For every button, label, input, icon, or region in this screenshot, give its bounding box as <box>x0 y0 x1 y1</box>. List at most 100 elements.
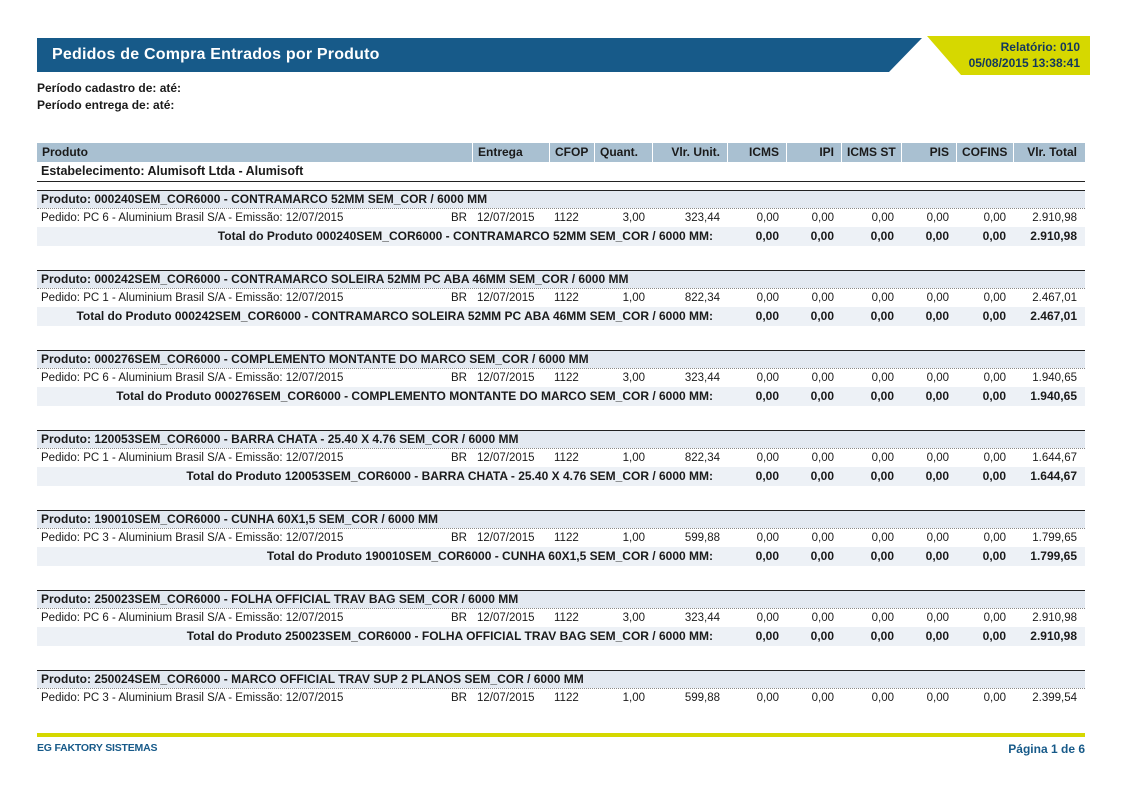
product-group-header: Produto: 000276SEM_COR6000 - COMPLEMENTO… <box>37 350 1085 368</box>
order-vlr-unit: 599,88 <box>684 692 720 704</box>
order-icms: 0,00 <box>756 372 779 384</box>
order-quant: 1,00 <box>622 532 645 544</box>
group-total-row: Total do Produto 190010SEM_COR6000 - CUN… <box>37 547 1085 566</box>
total-pis: 0,00 <box>925 469 949 483</box>
order-row: Pedido: PC 6 - Aluminium Brasil S/A - Em… <box>37 608 1085 627</box>
order-cofins: 0,00 <box>983 692 1006 704</box>
total-pis: 0,00 <box>925 389 949 403</box>
total-pis: 0,00 <box>925 629 949 643</box>
order-label: Pedido: PC 3 - Aluminium Brasil S/A - Em… <box>41 532 344 544</box>
product-group: Produto: 250023SEM_COR6000 - FOLHA OFFIC… <box>37 590 1085 646</box>
total-ipi: 0,00 <box>810 309 834 323</box>
total-cofins: 0,00 <box>982 549 1006 563</box>
order-ipi: 0,00 <box>811 452 834 464</box>
order-icms: 0,00 <box>756 532 779 544</box>
order-entrega: 12/07/2015 <box>477 452 535 464</box>
order-cofins: 0,00 <box>983 452 1006 464</box>
order-icms-st: 0,00 <box>871 452 894 464</box>
order-produto-cell: Pedido: PC 1 - Aluminium Brasil S/A - Em… <box>37 289 472 307</box>
order-icms: 0,00 <box>756 212 779 224</box>
order-icms-st: 0,00 <box>871 532 894 544</box>
order-row: Pedido: PC 1 - Aluminium Brasil S/A - Em… <box>37 288 1085 307</box>
order-row: Pedido: PC 3 - Aluminium Brasil S/A - Em… <box>37 688 1085 707</box>
order-vlr-unit: 323,44 <box>684 212 720 224</box>
group-total-label: Total do Produto 120053SEM_COR6000 - BAR… <box>186 469 713 483</box>
total-vlr-total: 2.910,98 <box>1030 629 1077 643</box>
order-produto-cell: Pedido: PC 6 - Aluminium Brasil S/A - Em… <box>37 209 472 227</box>
total-ipi: 0,00 <box>810 229 834 243</box>
order-vlr-total: 2.399,54 <box>1032 692 1077 704</box>
title-bar: Pedidos de Compra Entrados por Produto <box>37 38 922 72</box>
total-vlr-total: 2.910,98 <box>1030 229 1077 243</box>
page-indicator: Página 1 de 6 <box>1008 742 1085 756</box>
total-ipi: 0,00 <box>810 389 834 403</box>
group-total-row: Total do Produto 250023SEM_COR6000 - FOL… <box>37 627 1085 646</box>
group-total-row: Total do Produto 000276SEM_COR6000 - COM… <box>37 387 1085 406</box>
order-vlr-unit: 822,34 <box>684 292 720 304</box>
order-entrega: 12/07/2015 <box>477 532 535 544</box>
total-ipi: 0,00 <box>810 469 834 483</box>
filter-period-entrega: Período entrega de: até: <box>37 98 175 112</box>
order-pis: 0,00 <box>926 292 949 304</box>
order-cofins: 0,00 <box>983 372 1006 384</box>
total-pis: 0,00 <box>925 549 949 563</box>
report-table: Produto Entrega CFOP Quant. Vlr. Unit. I… <box>37 143 1085 707</box>
group-total-row: Total do Produto 000242SEM_COR6000 - CON… <box>37 307 1085 326</box>
column-header-vlr-total: Vlr. Total <box>1013 143 1084 162</box>
report-info-ribbon: Relatório: 010 05/08/2015 13:38:41 <box>927 36 1090 75</box>
order-row: Pedido: PC 6 - Aluminium Brasil S/A - Em… <box>37 368 1085 387</box>
order-ipi: 0,00 <box>811 372 834 384</box>
group-total-row: Total do Produto 000240SEM_COR6000 - CON… <box>37 227 1085 246</box>
product-groups: Produto: 000240SEM_COR6000 - CONTRAMARCO… <box>37 190 1085 707</box>
total-icms: 0,00 <box>755 309 779 323</box>
report-datetime: 05/08/2015 13:38:41 <box>968 56 1080 70</box>
report-header-band: Pedidos de Compra Entrados por Produto R… <box>37 36 1090 75</box>
total-pis: 0,00 <box>925 309 949 323</box>
order-icms: 0,00 <box>756 292 779 304</box>
order-icms: 0,00 <box>756 692 779 704</box>
total-pis: 0,00 <box>925 229 949 243</box>
order-cfop: 1122 <box>554 292 579 304</box>
column-header-icms-st: ICMS ST <box>841 143 901 162</box>
order-icms-st: 0,00 <box>871 372 894 384</box>
total-icms-st: 0,00 <box>870 309 894 323</box>
order-country-code: BR <box>451 612 467 624</box>
order-pis: 0,00 <box>926 612 949 624</box>
order-label: Pedido: PC 1 - Aluminium Brasil S/A - Em… <box>41 452 344 464</box>
total-ipi: 0,00 <box>810 629 834 643</box>
order-icms: 0,00 <box>756 612 779 624</box>
total-cofins: 0,00 <box>982 629 1006 643</box>
order-vlr-total: 1.940,65 <box>1032 372 1077 384</box>
column-header-produto: Produto <box>42 145 88 159</box>
table-header-row: Produto Entrega CFOP Quant. Vlr. Unit. I… <box>37 143 1085 162</box>
total-icms-st: 0,00 <box>870 549 894 563</box>
order-cofins: 0,00 <box>983 612 1006 624</box>
total-ipi: 0,00 <box>810 549 834 563</box>
order-icms-st: 0,00 <box>871 692 894 704</box>
total-cofins: 0,00 <box>982 229 1006 243</box>
total-cofins: 0,00 <box>982 389 1006 403</box>
total-icms: 0,00 <box>755 469 779 483</box>
order-produto-cell: Pedido: PC 1 - Aluminium Brasil S/A - Em… <box>37 449 472 467</box>
group-total-label: Total do Produto 190010SEM_COR6000 - CUN… <box>266 549 713 563</box>
order-label: Pedido: PC 6 - Aluminium Brasil S/A - Em… <box>41 612 344 624</box>
total-vlr-total: 1.940,65 <box>1030 389 1077 403</box>
total-icms-st: 0,00 <box>870 389 894 403</box>
total-cofins: 0,00 <box>982 469 1006 483</box>
order-pis: 0,00 <box>926 532 949 544</box>
order-pis: 0,00 <box>926 452 949 464</box>
total-icms-st: 0,00 <box>870 229 894 243</box>
total-icms: 0,00 <box>755 389 779 403</box>
order-country-code: BR <box>451 372 467 384</box>
total-icms: 0,00 <box>755 629 779 643</box>
order-quant: 1,00 <box>622 292 645 304</box>
column-header-cofins: COFINS <box>956 143 1013 162</box>
order-ipi: 0,00 <box>811 212 834 224</box>
order-vlr-unit: 599,88 <box>684 532 720 544</box>
order-entrega: 12/07/2015 <box>477 212 535 224</box>
order-cfop: 1122 <box>554 212 579 224</box>
column-header-entrega: Entrega <box>472 143 549 162</box>
product-group: Produto: 000240SEM_COR6000 - CONTRAMARCO… <box>37 190 1085 246</box>
order-icms-st: 0,00 <box>871 612 894 624</box>
